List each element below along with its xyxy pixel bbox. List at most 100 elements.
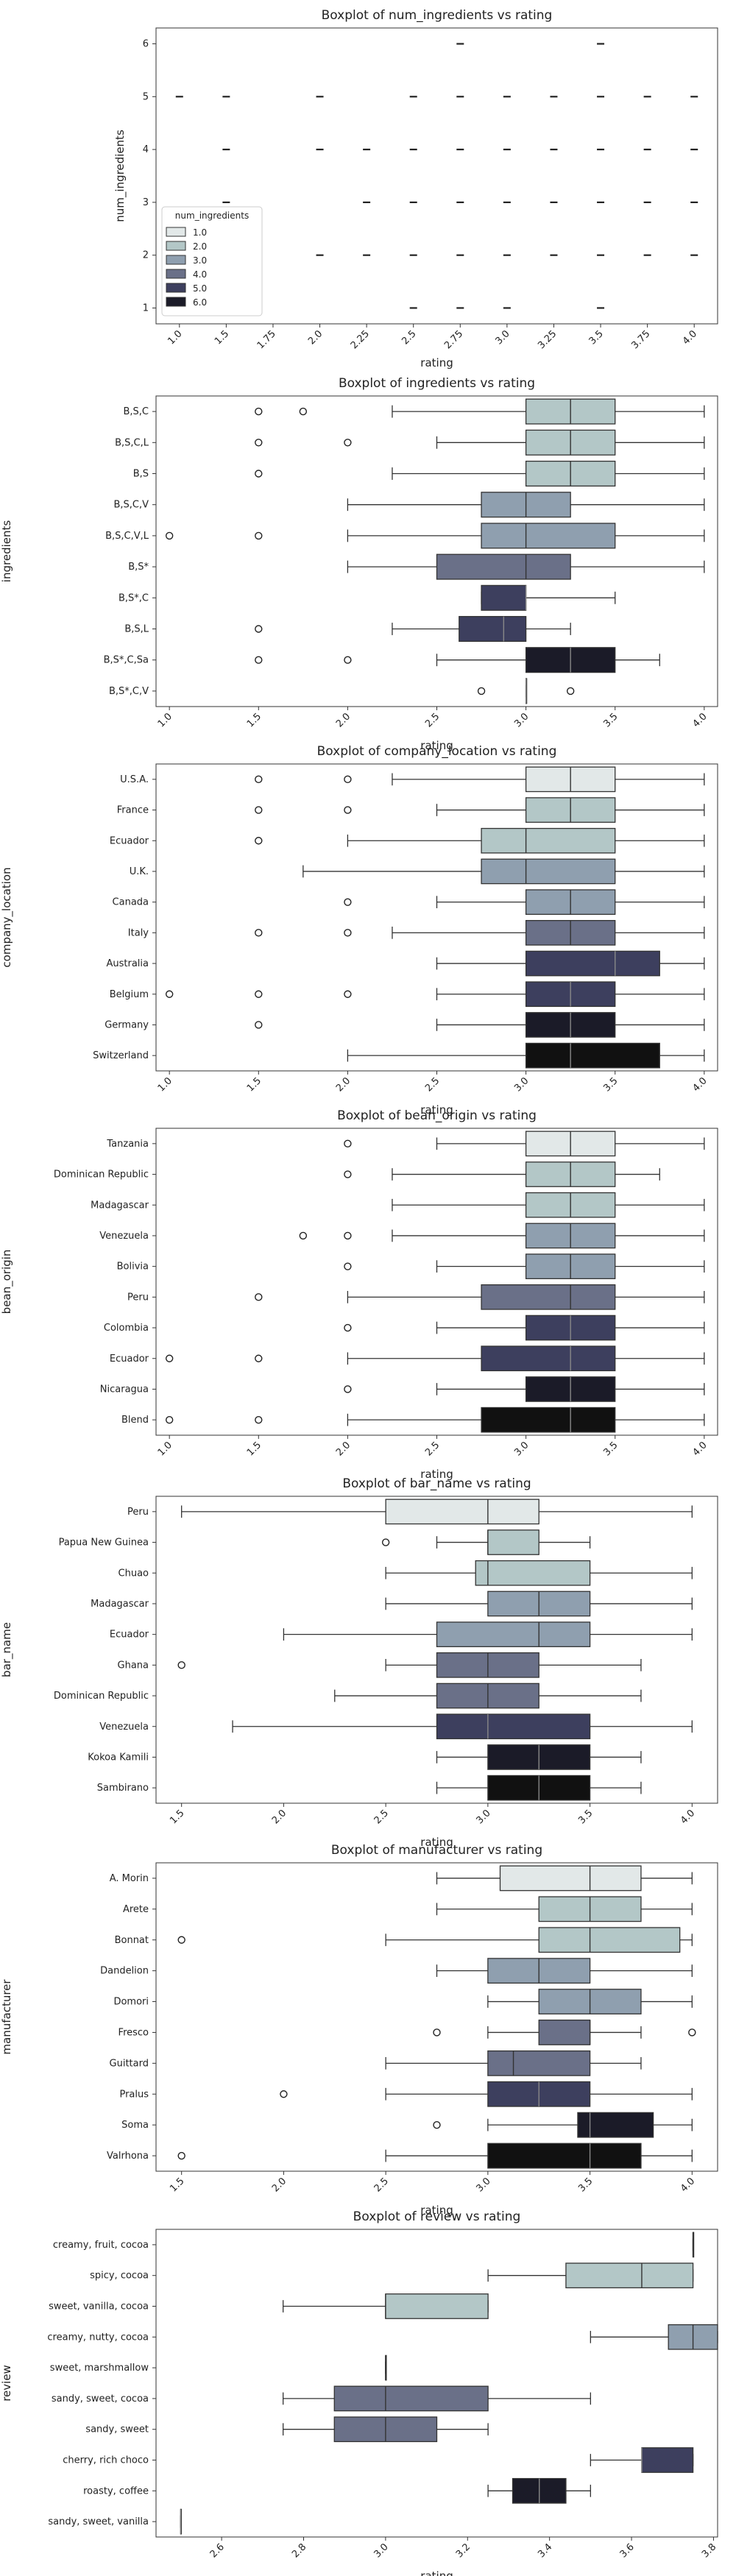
y-tick-label: 5 bbox=[143, 91, 149, 102]
outlier-point bbox=[433, 2028, 441, 2037]
category-label: Madagascar bbox=[91, 1200, 149, 1211]
box-5: Domori bbox=[113, 1989, 693, 2014]
category-label: sweet, marshmallow bbox=[50, 2363, 149, 2374]
category-label: Belgium bbox=[110, 989, 149, 1000]
category-label: Valrhona bbox=[107, 2151, 149, 2162]
x-tick-label: 4.0 bbox=[690, 711, 709, 729]
box-8: Venezuela bbox=[99, 1713, 693, 1740]
category-label: Dominican Republic bbox=[54, 1691, 149, 1702]
x-tick-label: 1.0 bbox=[166, 328, 184, 347]
legend-swatch bbox=[166, 255, 186, 265]
category-label: B,S,C,L bbox=[115, 437, 149, 448]
box-8: Ecuador bbox=[110, 1345, 705, 1372]
category-label: Venezuela bbox=[99, 1231, 149, 1242]
box-4: Dandelion bbox=[100, 1958, 693, 1984]
iqr-box bbox=[436, 1713, 591, 1740]
outlier-point bbox=[255, 656, 263, 664]
x-tick-label: 3.0 bbox=[493, 328, 512, 347]
chart-6: Boxplot of manufacturer vs rating rating m… bbox=[0, 1843, 718, 2217]
outlier-point bbox=[177, 1661, 185, 1669]
x-tick-label: 1.0 bbox=[156, 1440, 174, 1458]
x-tick-label: 2.0 bbox=[334, 1075, 353, 1094]
x-tick-label: 2.5 bbox=[423, 711, 442, 729]
x-tick-label: 2.5 bbox=[372, 2176, 391, 2194]
box-8: cherry, rich choco bbox=[63, 2447, 694, 2473]
x-tick-label: 4.0 bbox=[690, 1440, 709, 1458]
y-axis-label: num_ingredients bbox=[113, 130, 127, 222]
box-9: Germany bbox=[105, 1012, 705, 1038]
box-3: B,S bbox=[133, 460, 705, 487]
iqr-box bbox=[436, 1621, 591, 1647]
box-2: B,S,C,L bbox=[115, 429, 705, 456]
iqr-box bbox=[487, 2050, 591, 2076]
x-tick-label: 2.75 bbox=[442, 328, 465, 351]
iqr-box bbox=[481, 523, 616, 549]
legend-swatch bbox=[166, 269, 186, 279]
box-6: B,S* bbox=[128, 553, 705, 580]
plot-frame bbox=[155, 1496, 718, 1804]
category-label: U.S.A. bbox=[120, 774, 149, 785]
x-tick-label: 2.25 bbox=[349, 328, 372, 351]
x-axis-label: rating bbox=[420, 1103, 453, 1117]
x-tick-label: 1.5 bbox=[168, 1808, 186, 1826]
category-label: spicy, cocoa bbox=[90, 2271, 149, 2282]
x-tick-label: 2.5 bbox=[423, 1440, 442, 1458]
x-tick-label: 2.0 bbox=[334, 711, 353, 729]
category-label: B,S*,C,V bbox=[109, 686, 149, 697]
box-4: B,S,C,V bbox=[113, 492, 705, 518]
legend-swatch bbox=[166, 241, 186, 251]
category-label: Venezuela bbox=[99, 1722, 149, 1733]
box-8: Pralus bbox=[119, 2081, 693, 2107]
outlier-point bbox=[299, 407, 308, 416]
box-2: Dominican Republic bbox=[54, 1161, 660, 1187]
category-label: Peru bbox=[127, 1292, 149, 1303]
x-tick-label: 2.0 bbox=[270, 2176, 289, 2194]
x-tick-label: 3.0 bbox=[372, 2541, 390, 2560]
outlier-point bbox=[344, 1385, 352, 1393]
category-label: Ghana bbox=[118, 1660, 149, 1671]
category-label: Ecuador bbox=[110, 1354, 149, 1365]
outlier-point bbox=[344, 656, 352, 664]
x-axis-label: rating bbox=[420, 356, 453, 369]
y-axis-label: manufacturer bbox=[0, 1979, 13, 2055]
outlier-point bbox=[255, 407, 263, 416]
category-label: Peru bbox=[127, 1507, 149, 1518]
box-1: A. Morin bbox=[110, 1865, 693, 1892]
outlier-point bbox=[255, 1021, 263, 1029]
outlier-point bbox=[344, 898, 352, 906]
outlier-point bbox=[255, 1354, 263, 1362]
x-axis-label: rating bbox=[420, 1468, 453, 1481]
category-label: Dandelion bbox=[100, 1966, 149, 1977]
outlier-point bbox=[255, 470, 263, 478]
x-tick-label: 3.4 bbox=[536, 2541, 554, 2560]
box-3: Chuao bbox=[118, 1560, 693, 1586]
category-label: Dominican Republic bbox=[54, 1170, 149, 1181]
iqr-box bbox=[487, 1529, 539, 1555]
box-10: Sambirano bbox=[97, 1774, 642, 1801]
category-label: sandy, sweet, vanilla bbox=[48, 2516, 149, 2527]
iqr-box bbox=[641, 2447, 694, 2473]
box-6: Ghana bbox=[118, 1652, 642, 1678]
x-tick-label: 3.5 bbox=[587, 328, 606, 347]
x-tick-label: 2.5 bbox=[400, 328, 418, 347]
box-5: Canada bbox=[113, 889, 705, 915]
outlier-point bbox=[344, 806, 352, 814]
box-3: sweet, vanilla, cocoa bbox=[49, 2293, 489, 2319]
box-3: Madagascar bbox=[91, 1192, 705, 1218]
category-label: Switzerland bbox=[93, 1050, 149, 1061]
box-1: Tanzania bbox=[106, 1130, 705, 1157]
box-3: Bonnat bbox=[115, 1927, 693, 1953]
outlier-point bbox=[344, 1262, 352, 1270]
x-tick-label: 1.5 bbox=[213, 328, 231, 347]
chart-2: Boxplot of ingredients vs rating rating in… bbox=[0, 376, 718, 752]
box-8: Belgium bbox=[110, 981, 705, 1008]
category-label: Chuao bbox=[118, 1568, 149, 1579]
outlier-point bbox=[177, 2151, 185, 2160]
box-7: Dominican Republic bbox=[54, 1682, 642, 1709]
outlier-point bbox=[255, 806, 263, 814]
iqr-box bbox=[565, 2262, 694, 2289]
legend-swatch bbox=[166, 297, 186, 307]
category-label: creamy, nutty, cocoa bbox=[47, 2332, 149, 2343]
legend-swatch bbox=[166, 283, 186, 293]
outlier-point bbox=[255, 439, 263, 447]
